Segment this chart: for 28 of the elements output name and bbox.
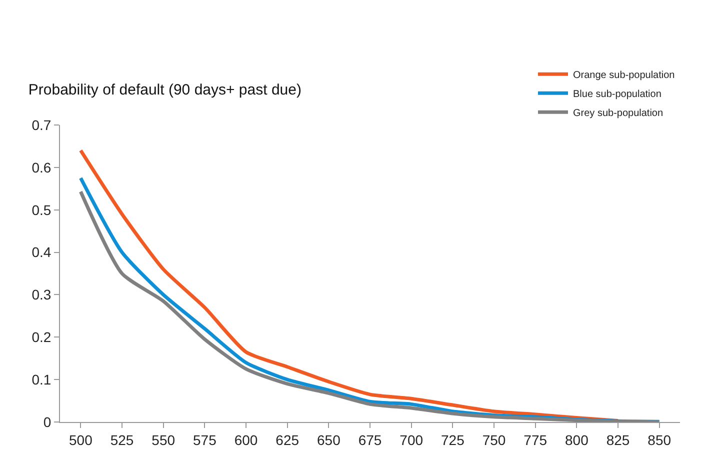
y-tick-label: 0.7: [32, 116, 52, 133]
y-tick-label: 0.4: [32, 244, 52, 260]
x-tick-label: 800: [564, 432, 589, 448]
legend-label: Blue sub-population: [573, 89, 662, 100]
x-tick-label: 600: [234, 432, 258, 448]
x-tick-label: 650: [316, 432, 341, 448]
x-tick-label: 550: [152, 432, 176, 448]
legend-label: Grey sub-population: [573, 108, 664, 120]
x-tick-label: 625: [276, 432, 300, 448]
y-tick-label: 0.2: [32, 329, 52, 346]
x-tick-label: 850: [648, 432, 672, 448]
x-tick-label: 575: [192, 432, 217, 448]
x-tick-label: 775: [524, 432, 548, 448]
line-series: [78, 148, 620, 422]
x-tick-label: 825: [606, 432, 630, 448]
x-tick-label: 725: [440, 432, 465, 448]
x-tick-label: 700: [400, 432, 424, 448]
x-tick-label: 500: [68, 432, 93, 448]
legend-label: Orange sub-population: [573, 70, 675, 82]
x-tick-label: 525: [110, 432, 134, 448]
x-tick-label: 750: [482, 432, 506, 448]
y-tick-label: 0.5: [32, 202, 52, 218]
chart-title: Probability of default (90 days+ past due): [28, 81, 302, 98]
y-tick-label: 0: [43, 414, 52, 430]
y-tick-label: 0.1: [32, 371, 52, 388]
x-tick-label: 675: [358, 432, 382, 448]
y-tick-label: 0.6: [32, 159, 52, 176]
y-tick-label: 0.3: [32, 286, 52, 303]
